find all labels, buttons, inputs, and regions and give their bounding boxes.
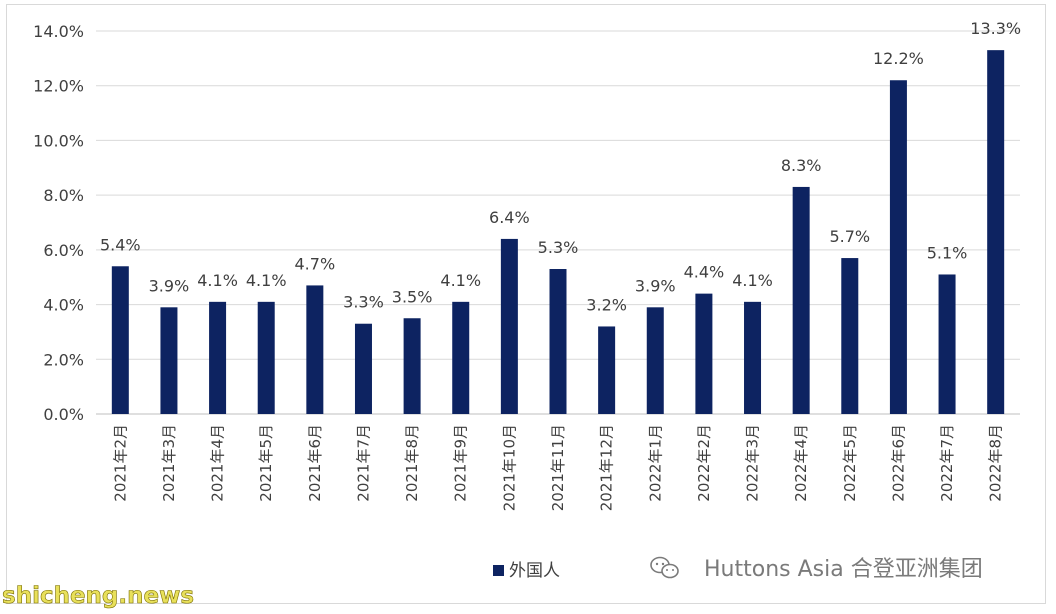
- data-label: 3.2%: [586, 295, 627, 314]
- bar: [744, 301, 762, 414]
- data-label: 4.1%: [246, 271, 287, 290]
- bar: [354, 323, 372, 414]
- bar: [841, 258, 859, 414]
- data-label: 4.1%: [197, 271, 238, 290]
- bar: [306, 285, 324, 414]
- y-tick-label: 2.0%: [43, 350, 84, 369]
- x-tick-label: 2021年10月: [500, 424, 518, 511]
- watermark-right: Huttons Asia 合登亚洲集团: [650, 556, 983, 582]
- x-tick-label: 2022年3月: [744, 424, 762, 502]
- x-tick-label: 2022年7月: [938, 424, 956, 502]
- data-label: 3.5%: [392, 287, 433, 306]
- bar: [646, 307, 664, 414]
- data-label: 5.7%: [829, 227, 870, 246]
- x-tick-label: 2021年3月: [160, 424, 178, 502]
- data-label: 3.9%: [635, 276, 676, 295]
- bar: [452, 301, 470, 414]
- y-tick-label: 0.0%: [43, 405, 84, 424]
- x-axis-ticks: 2021年2月 2021年3月 2021年4月 2021年5月 2021年6月 2021年…: [111, 424, 1004, 511]
- data-label: 4.1%: [440, 271, 481, 290]
- data-label: 6.4%: [489, 208, 530, 227]
- y-axis-ticks: 0.0% 2.0% 4.0% 6.0% 8.0% 10.0% 12.0% 14.0%: [33, 22, 84, 424]
- x-tick-label: 2021年2月: [111, 424, 129, 502]
- data-label: 4.7%: [295, 254, 336, 273]
- x-tick-label: 2021年5月: [257, 424, 275, 502]
- x-tick-label: 2022年2月: [695, 424, 713, 502]
- chart-frame: [6, 4, 1046, 604]
- data-label: 5.1%: [927, 243, 968, 262]
- y-tick-label: 4.0%: [43, 296, 84, 315]
- x-tick-label: 2021年9月: [452, 424, 470, 502]
- data-label: 4.1%: [732, 271, 773, 290]
- legend-swatch: [493, 565, 504, 576]
- watermark-right-text: Huttons Asia 合登亚洲集团: [704, 557, 983, 582]
- data-label: 3.3%: [343, 293, 384, 312]
- gridlines: [96, 30, 1020, 415]
- data-label: 8.3%: [781, 156, 822, 175]
- bar: [889, 80, 907, 414]
- y-tick-label: 14.0%: [33, 22, 84, 41]
- y-tick-label: 12.0%: [33, 77, 84, 96]
- bar: [695, 293, 713, 414]
- bar: [598, 326, 616, 414]
- bar: [549, 269, 567, 414]
- legend-label: 外国人: [509, 561, 560, 581]
- x-tick-label: 2022年8月: [987, 424, 1005, 502]
- data-label: 3.9%: [149, 276, 190, 295]
- bar: [209, 301, 227, 414]
- bar: [938, 274, 956, 414]
- data-labels: 5.4% 3.9% 4.1% 4.1% 4.7% 3.3% 3.5% 4.1% 6.4% 5.3%…: [100, 19, 1021, 314]
- x-tick-label: 2021年8月: [403, 424, 421, 502]
- x-tick-label: 2022年6月: [889, 424, 907, 502]
- x-tick-label: 2022年5月: [841, 424, 859, 502]
- x-tick-label: 2022年4月: [792, 424, 810, 502]
- bar: [111, 266, 129, 414]
- data-label: 4.4%: [684, 263, 725, 282]
- data-label: 5.4%: [100, 235, 141, 254]
- bar: [257, 301, 275, 414]
- bar: [500, 238, 518, 414]
- y-tick-label: 10.0%: [33, 131, 84, 150]
- data-label: 13.3%: [970, 19, 1021, 38]
- x-tick-label: 2021年11月: [549, 424, 567, 511]
- wechat-icon: [650, 556, 679, 579]
- watermark-left-text: shicheng.news: [2, 583, 194, 609]
- bar: [160, 307, 178, 414]
- bars: [111, 50, 1005, 415]
- y-tick-label: 6.0%: [43, 241, 84, 260]
- y-tick-label: 8.0%: [43, 186, 84, 205]
- x-tick-label: 2021年4月: [209, 424, 227, 502]
- bar: [403, 318, 421, 414]
- x-tick-label: 2021年7月: [354, 424, 372, 502]
- legend: 外国人: [493, 561, 560, 581]
- x-tick-label: 2021年12月: [598, 424, 616, 511]
- x-tick-label: 2021年6月: [306, 424, 324, 502]
- bar: [987, 50, 1005, 415]
- data-label: 5.3%: [538, 238, 579, 257]
- bar: [792, 186, 810, 414]
- x-tick-label: 2022年1月: [646, 424, 664, 502]
- data-label: 12.2%: [873, 49, 924, 68]
